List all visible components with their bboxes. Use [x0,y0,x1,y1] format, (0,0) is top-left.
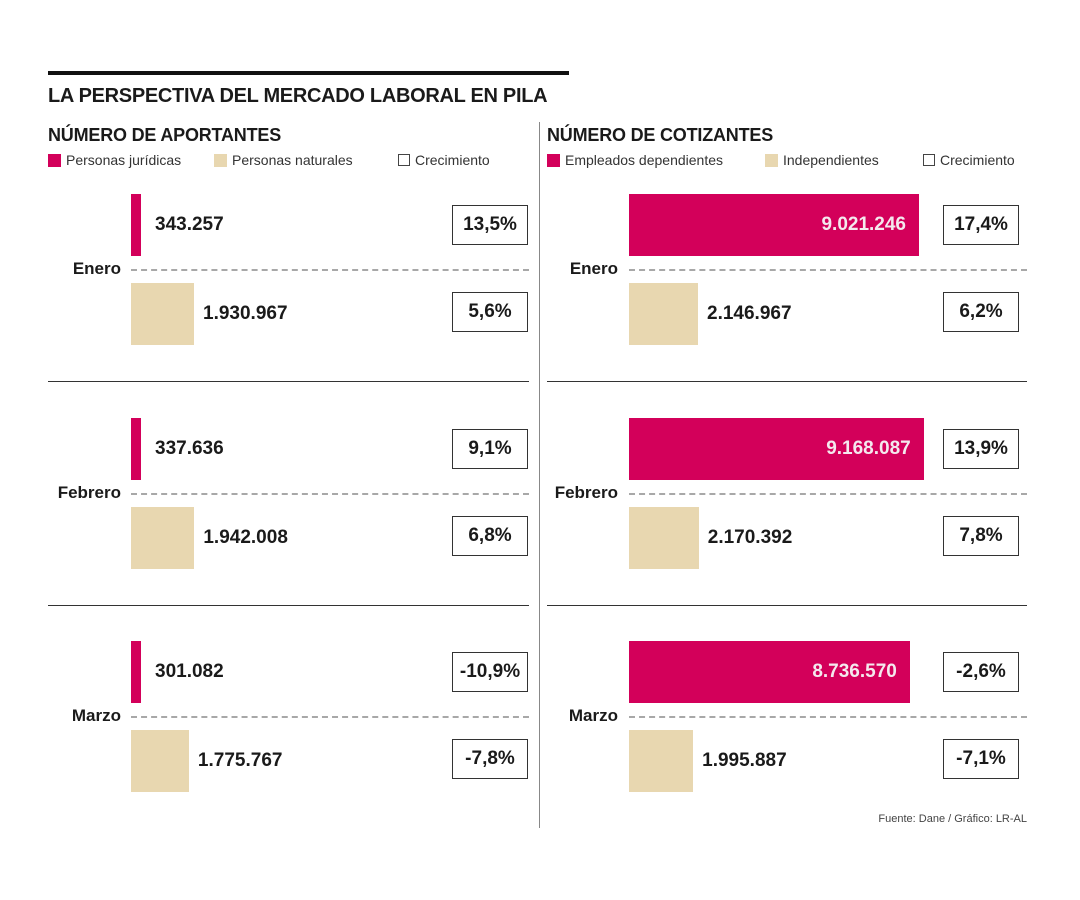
legend-label: Personas naturales [232,152,353,168]
growth-box: -7,1% [943,739,1019,779]
legend-label: Empleados dependientes [565,152,724,168]
dashed-divider [131,716,529,718]
growth-box: 6,8% [452,516,528,556]
month-label: Febrero [554,483,618,502]
legend-swatch [48,153,61,167]
dashed-divider [131,269,529,271]
growth-box: -7,8% [452,739,528,779]
bar-personas-naturales [131,730,189,792]
legend-swatch-growth-box [923,154,935,166]
row-separator [48,381,529,382]
source-note: Fuente: Dane / Gráfico: LR-AL [878,813,1027,825]
value-label: 1.995.887 [702,750,787,771]
value-label: 337.636 [155,438,224,459]
dashed-divider [629,493,1027,495]
growth-box: 17,4% [943,205,1019,245]
value-label: 9.168.087 [826,438,911,459]
value-label: 9.021.246 [821,214,906,235]
legend-swatch-growth-box [398,154,410,166]
bar-personas-naturales [131,283,194,345]
dashed-divider [629,269,1027,271]
growth-box: 7,8% [943,516,1019,556]
panel-divider [539,122,540,828]
row-separator [547,605,1027,606]
bar-empleados-dependientes [629,194,919,256]
title-rule [48,71,569,75]
month-label: Marzo [568,706,618,725]
legend-swatch [547,153,560,167]
legend-item: Crecimiento [923,152,1015,168]
growth-box: -2,6% [943,652,1019,692]
bar-personas-jurídicas [131,194,141,256]
bar-personas-jurídicas [131,418,141,480]
page-title: LA PERSPECTIVA DEL MERCADO LABORAL EN PI… [48,85,548,107]
panel-title: NÚMERO DE COTIZANTES [547,125,774,145]
panel-title: NÚMERO DE APORTANTES [48,125,282,145]
value-label: 2.170.392 [707,527,793,548]
row-separator [48,605,529,606]
value-label: 343.257 [155,214,224,235]
growth-box: 13,5% [452,205,528,245]
value-label: 1.775.767 [197,750,283,771]
growth-box: 5,6% [452,292,528,332]
bar-independientes [629,730,694,792]
legend-label: Crecimiento [415,152,490,168]
month-label: Marzo [71,706,121,725]
bar-personas-naturales [131,507,195,569]
value-label: 301.082 [155,661,224,682]
month-label: Enero [72,259,121,278]
row-separator [547,381,1027,382]
legend-label: Independientes [783,152,879,168]
legend-label: Crecimiento [940,152,1015,168]
growth-box: 6,2% [943,292,1019,332]
legend-label: Personas jurídicas [66,152,182,168]
growth-box: 13,9% [943,429,1019,469]
value-label: 2.146.967 [707,303,792,324]
bar-personas-jurídicas [131,641,141,703]
legend-item: Empleados dependientes [547,152,723,168]
legend-swatch [765,153,778,167]
legend-item: Independientes [765,152,879,168]
bar-independientes [629,507,699,569]
value-label: 1.942.008 [203,527,288,548]
growth-box: -10,9% [452,652,528,692]
growth-box: 9,1% [452,429,528,469]
value-label: 8.736.570 [812,661,897,682]
legend-swatch [214,153,227,167]
month-label: Febrero [57,483,121,502]
legend-item: Personas jurídicas [48,152,181,168]
bar-independientes [629,283,698,345]
legend-item: Crecimiento [398,152,490,168]
bar-empleados-dependientes [629,418,924,480]
month-label: Enero [569,259,618,278]
value-label: 1.930.967 [203,303,288,324]
dashed-divider [629,716,1027,718]
bar-empleados-dependientes [629,641,910,703]
legend-item: Personas naturales [214,152,353,168]
dashed-divider [131,493,529,495]
